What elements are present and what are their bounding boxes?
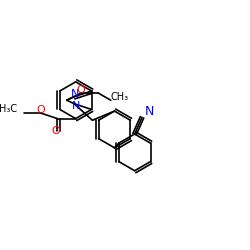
Text: CH₃: CH₃ <box>111 92 129 102</box>
Text: N: N <box>145 106 154 118</box>
Text: N: N <box>71 89 79 99</box>
Text: N: N <box>72 100 80 110</box>
Text: O: O <box>51 126 60 136</box>
Text: H₃C: H₃C <box>0 104 17 115</box>
Text: O: O <box>36 105 45 115</box>
Text: O: O <box>76 85 85 95</box>
